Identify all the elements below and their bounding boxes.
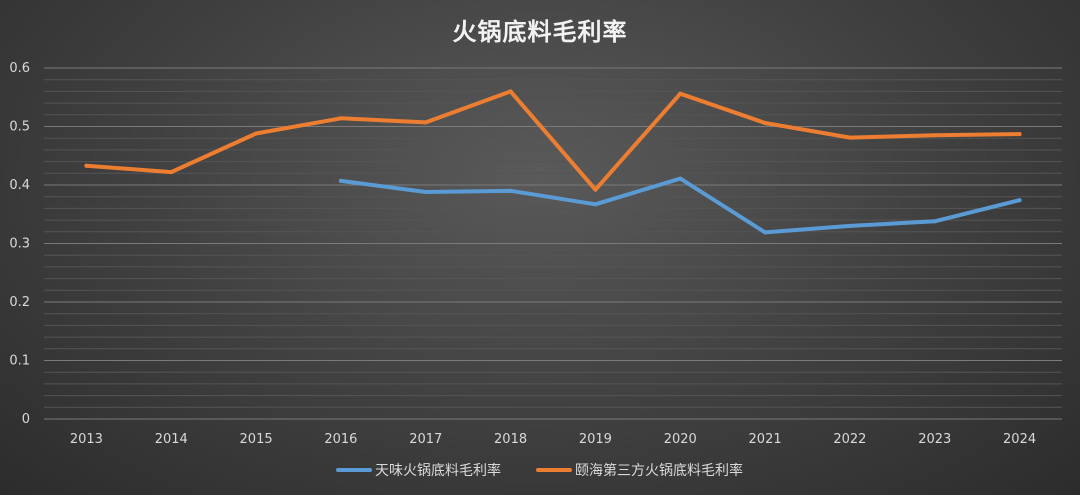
series-lines	[84, 89, 1022, 235]
chart-title: 火锅底料毛利率	[452, 18, 628, 46]
series-line-2	[84, 89, 1022, 192]
data-point	[847, 223, 852, 228]
data-point	[508, 188, 513, 193]
data-point	[847, 135, 852, 140]
legend-label: 颐海第三方火锅底料毛利率	[575, 462, 743, 479]
y-tick-label: 0.5	[9, 120, 30, 135]
data-point	[423, 120, 428, 125]
x-tick-label: 2015	[240, 432, 273, 447]
y-tick-label: 0.3	[9, 237, 30, 252]
x-axis-ticks: 2013 2014 2015 2016 2017 2018 2019 2020 2021 2022…	[70, 432, 1036, 447]
data-point	[932, 133, 937, 138]
data-point	[678, 176, 683, 181]
data-point	[1017, 132, 1022, 137]
x-tick-label: 2024	[1003, 432, 1036, 447]
data-point	[763, 230, 768, 235]
data-point	[338, 116, 343, 121]
x-tick-label: 2020	[664, 432, 697, 447]
x-tick-label: 2022	[833, 432, 866, 447]
x-tick-label: 2019	[579, 432, 612, 447]
legend: 天味火锅底料毛利率 颐海第三方火锅底料毛利率	[336, 462, 743, 479]
data-point	[169, 170, 174, 175]
y-tick-label: 0	[22, 412, 30, 427]
data-point	[678, 91, 683, 96]
y-tick-label: 0.2	[9, 295, 30, 310]
x-tick-label: 2013	[70, 432, 103, 447]
data-point	[932, 219, 937, 224]
data-point	[593, 187, 598, 192]
y-tick-label: 0.1	[9, 354, 30, 369]
data-point	[423, 190, 428, 195]
data-point	[508, 89, 513, 94]
x-tick-label: 2018	[494, 432, 527, 447]
x-tick-label: 2016	[324, 432, 357, 447]
x-tick-label: 2023	[918, 432, 951, 447]
gridlines	[44, 67, 1062, 420]
series-line-1	[338, 176, 1022, 235]
data-point	[1017, 198, 1022, 203]
data-point	[338, 178, 343, 183]
legend-label: 天味火锅底料毛利率	[375, 462, 501, 479]
data-point	[593, 202, 598, 207]
data-point	[763, 120, 768, 125]
y-tick-label: 0.6	[9, 61, 30, 76]
x-tick-label: 2017	[409, 432, 442, 447]
data-point	[84, 163, 89, 168]
y-axis-ticks: 0 0.1 0.2 0.3 0.4 0.5 0.6	[9, 61, 30, 427]
y-tick-label: 0.4	[9, 178, 30, 193]
x-tick-label: 2021	[749, 432, 782, 447]
x-tick-label: 2014	[155, 432, 188, 447]
data-point	[254, 131, 259, 136]
